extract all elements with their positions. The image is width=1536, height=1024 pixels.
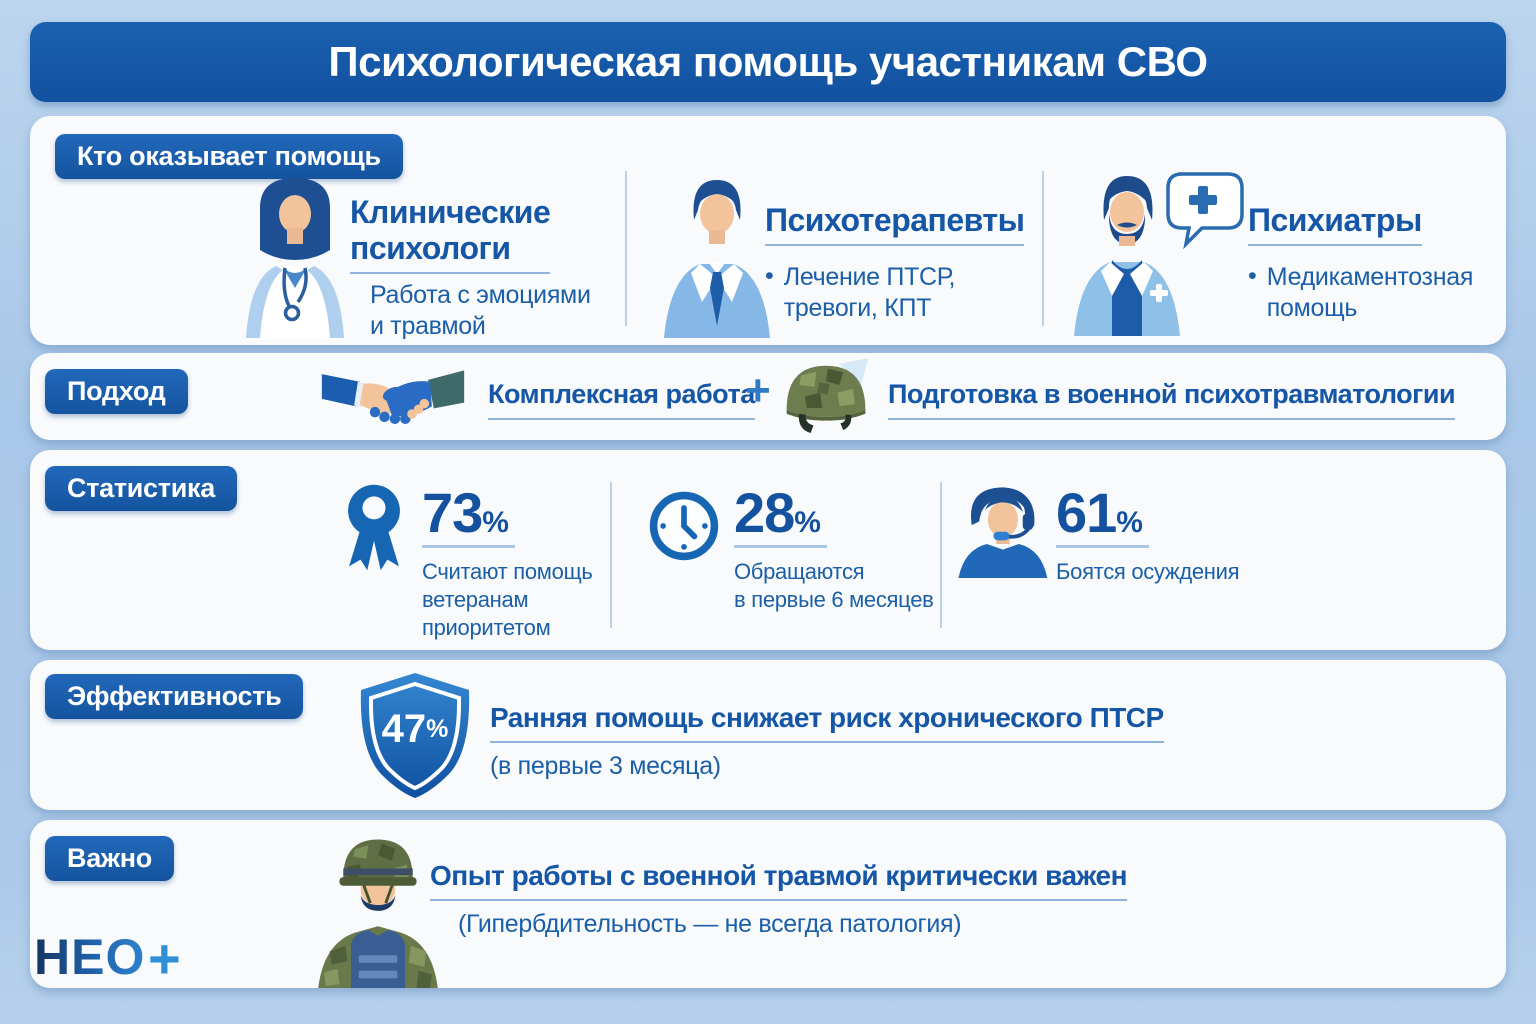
section-approach: Подход Комплексная работа +	[30, 353, 1506, 440]
important-subtitle: (Гипербдительность — не всегда патология…	[458, 910, 962, 938]
who-desc-psychiatrists-row: • Медикаментозная помощь	[1248, 262, 1473, 324]
who-desc-psychiatrists: Медикаментозная помощь	[1266, 263, 1474, 322]
logo-text: НЕО	[34, 929, 145, 985]
section-who: Кто оказывает помощь Клинические психоло…	[30, 116, 1506, 345]
stat-number: 73	[422, 481, 483, 544]
military-helmet-icon	[786, 358, 869, 433]
who-title-psychiatrists: Психиатры	[1248, 202, 1422, 246]
effectiveness-title: Ранняя помощь снижает риск хронического …	[490, 702, 1164, 743]
shield-icon	[360, 673, 470, 798]
plus-icon: +	[745, 366, 771, 415]
award-ribbon-icon	[348, 484, 400, 571]
effectiveness-subtitle: (в первые 3 месяца)	[490, 752, 721, 780]
shield-value: 47%	[355, 670, 475, 788]
stat-six-months: 28% Обращаются в первые 6 месяцев	[734, 484, 934, 614]
stat-number: 61	[1056, 481, 1117, 544]
stat-percent-sign: %	[1116, 506, 1143, 539]
who-desc-psychologists: Работа с эмоциями и травмой	[370, 281, 591, 340]
page-title: Психологическая помощь участникам СВО	[328, 38, 1208, 85]
who-title-psychologists: Клинические психологи	[350, 194, 551, 274]
important-title: Опыт работы с военной травмой критически…	[430, 860, 1128, 901]
shield-number: 47	[381, 706, 427, 751]
who-desc-psychotherapists: Лечение ПТСР, тревоги, КПТ	[783, 263, 956, 322]
divider	[940, 482, 942, 628]
stat-percent-sign: %	[482, 506, 509, 539]
shield-percent-sign: %	[426, 714, 449, 743]
who-title-psychotherapists: Психотерапевты	[765, 202, 1025, 246]
stat-value: 73%	[422, 484, 515, 548]
section-badge-who: Кто оказывает помощь	[55, 134, 403, 179]
header-banner: Психологическая помощь участникам СВО	[30, 22, 1506, 102]
section-badge-stats: Статистика	[45, 466, 237, 511]
handshake-icon	[321, 370, 465, 424]
stat-percent-sign: %	[794, 506, 821, 539]
who-desc-psychotherapists-row: • Лечение ПТСР, тревоги, КПТ	[765, 262, 955, 324]
support-agent-icon	[958, 487, 1048, 578]
section-effectiveness: Эффективность 47% Ранняя помощь снижает …	[30, 660, 1506, 810]
stat-number: 28	[734, 481, 795, 544]
soldier-icon	[318, 839, 438, 988]
divider	[610, 482, 612, 628]
section-badge-approach: Подход	[45, 369, 188, 414]
divider	[625, 171, 627, 326]
section-stats: Статистика 73% Считают помощь ветеранам …	[30, 450, 1506, 650]
logo-plus-icon: +	[148, 927, 181, 988]
bullet-icon: •	[1248, 262, 1257, 290]
divider	[1042, 171, 1044, 326]
approach-training-label: Подготовка в военной психотравматологии	[888, 379, 1456, 420]
neo-plus-logo: НЕО +	[34, 927, 181, 988]
stat-judgment: 61% Боятся осуждения	[1056, 484, 1240, 586]
stat-priority: 73% Считают помощь ветеранам приоритетом	[422, 484, 593, 642]
section-badge-important: Важно	[45, 836, 174, 881]
stat-desc: Боятся осуждения	[1056, 559, 1240, 584]
section-badge-effectiveness: Эффективность	[45, 674, 304, 719]
clock-icon	[649, 491, 719, 561]
stat-value: 61%	[1056, 484, 1149, 548]
bullet-icon: •	[765, 262, 774, 290]
male-doctor-icon	[664, 180, 770, 338]
psychiatrist-icon	[1074, 172, 1244, 336]
section-important: Важно Опыт работы с военной травмой крит…	[30, 820, 1506, 988]
female-doctor-icon	[246, 178, 344, 338]
approach-work-label: Комплексная работа	[488, 379, 755, 420]
stat-value: 28%	[734, 484, 827, 548]
stat-desc: Считают помощь ветеранам приоритетом	[422, 559, 593, 640]
stat-desc: Обращаются в первые 6 месяцев	[734, 559, 934, 612]
